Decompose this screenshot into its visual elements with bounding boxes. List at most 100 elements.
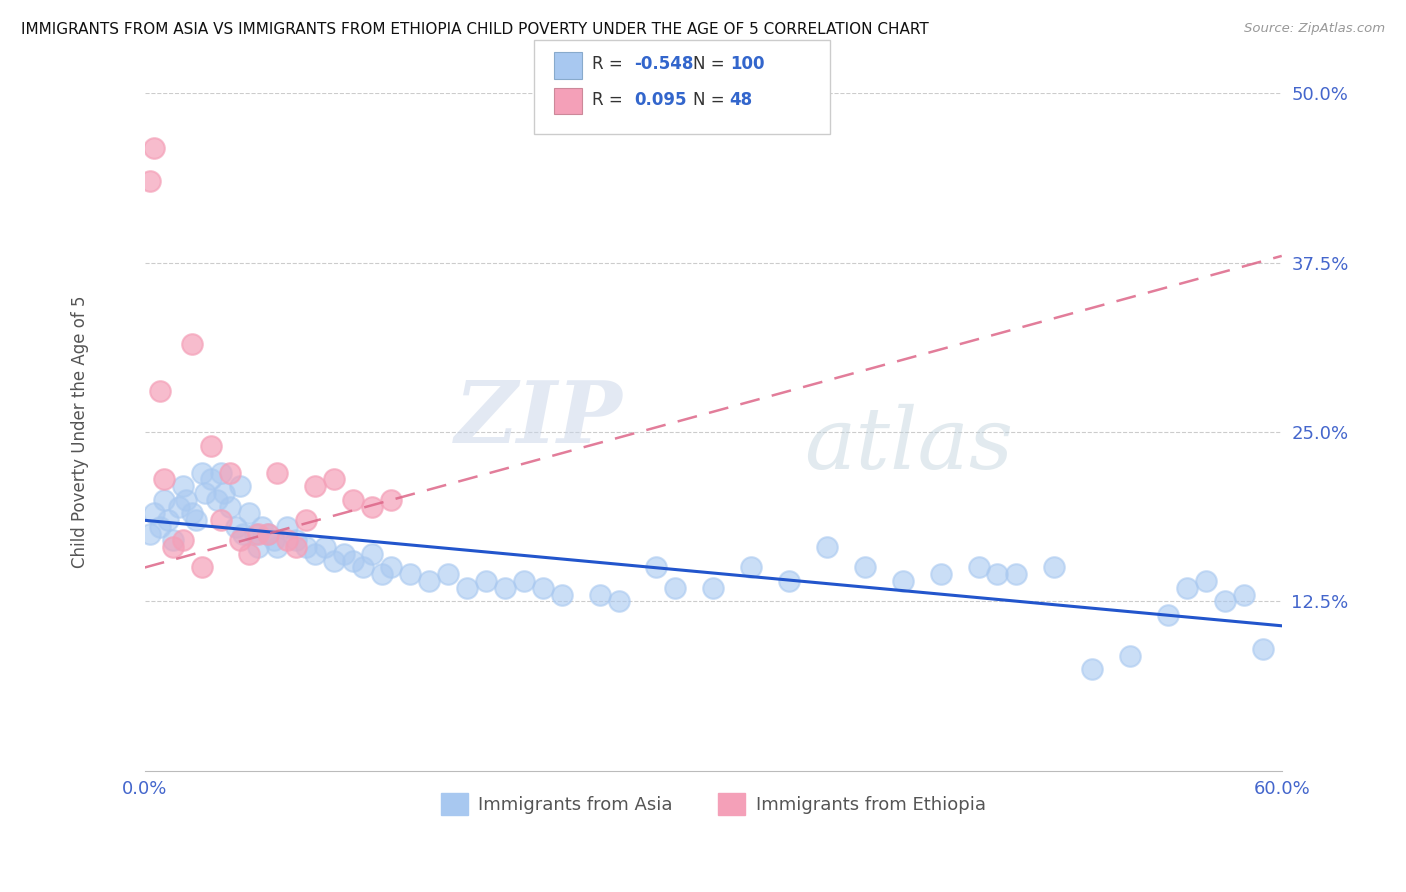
Point [437,567,460,582]
Text: -0.548: -0.548 [634,55,693,73]
Text: 0.095: 0.095 [634,91,686,109]
Point [263,533,285,548]
Text: R =: R = [592,55,628,73]
Point [967,560,990,574]
Point [276,520,298,534]
Point [194,486,217,500]
Text: N =: N = [693,55,730,73]
Point [513,574,536,588]
Point [209,513,232,527]
Point [143,140,166,154]
Point [181,337,204,351]
Point [323,554,346,568]
Point [740,560,762,574]
Text: 48: 48 [730,91,752,109]
Point [139,526,162,541]
Point [475,574,498,588]
Text: Source: ZipAtlas.com: Source: ZipAtlas.com [1244,22,1385,36]
Point [456,581,478,595]
Point [172,533,194,548]
Point [190,466,212,480]
Point [232,526,254,541]
Point [494,581,516,595]
Point [162,533,184,548]
Point [1213,594,1236,608]
Point [149,384,172,399]
Text: atlas: atlas [804,404,1014,487]
Point [252,520,274,534]
Point [1233,588,1256,602]
Point [162,540,184,554]
Point [607,594,630,608]
Point [1175,581,1198,595]
Point [664,581,686,595]
Point [370,567,392,582]
Point [209,466,232,480]
Point [1081,662,1104,676]
Legend: Immigrants from Asia, Immigrants from Ethiopia: Immigrants from Asia, Immigrants from Et… [433,786,993,822]
Point [247,540,270,554]
Point [1043,560,1066,574]
Point [257,526,280,541]
Point [1005,567,1028,582]
Point [314,540,336,554]
Point [228,533,250,548]
Point [352,560,374,574]
Point [929,567,952,582]
Point [243,526,266,541]
Point [184,513,207,527]
Text: N =: N = [693,91,735,109]
Point [380,560,402,574]
Point [361,500,384,514]
Point [891,574,914,588]
Point [225,520,247,534]
Text: ZIP: ZIP [454,376,623,460]
Point [399,567,422,582]
Point [380,492,402,507]
Point [139,174,162,188]
Point [418,574,440,588]
Point [323,472,346,486]
Point [190,560,212,574]
Point [1251,641,1274,656]
Point [205,492,228,507]
Point [645,560,668,574]
Point [200,472,222,486]
Point [1195,574,1218,588]
Point [219,466,242,480]
Point [266,466,288,480]
Point [247,526,270,541]
Point [986,567,1008,582]
Point [156,513,179,527]
Point [152,472,174,486]
Point [276,533,298,548]
Point [853,560,876,574]
Point [1119,648,1142,663]
Point [361,547,384,561]
Point [702,581,724,595]
Point [257,526,280,541]
Text: IMMIGRANTS FROM ASIA VS IMMIGRANTS FROM ETHIOPIA CHILD POVERTY UNDER THE AGE OF : IMMIGRANTS FROM ASIA VS IMMIGRANTS FROM … [21,22,929,37]
Text: 100: 100 [730,55,765,73]
Point [266,540,288,554]
Point [149,520,172,534]
Point [778,574,800,588]
Point [304,479,326,493]
Point [295,540,318,554]
Point [228,479,250,493]
Point [588,588,610,602]
Point [181,506,204,520]
Point [815,540,838,554]
Point [295,513,318,527]
Point [304,547,326,561]
Point [550,588,572,602]
Point [285,533,308,548]
Point [238,506,260,520]
Point [219,500,242,514]
Text: R =: R = [592,91,633,109]
Point [143,506,166,520]
Y-axis label: Child Poverty Under the Age of 5: Child Poverty Under the Age of 5 [72,296,89,568]
Point [152,492,174,507]
Point [172,479,194,493]
Point [285,540,308,554]
